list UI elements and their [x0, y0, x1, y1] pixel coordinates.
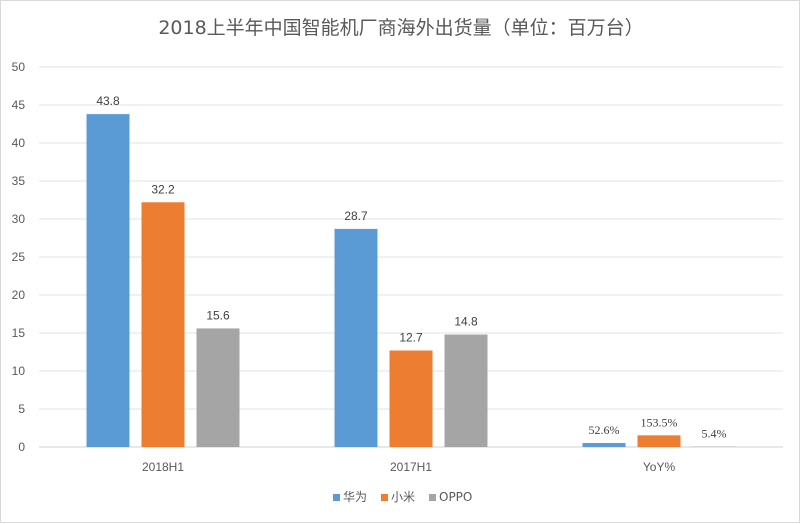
y-tick-label: 0	[18, 440, 25, 454]
bar	[87, 114, 130, 447]
bar	[445, 335, 488, 447]
y-tick-label: 50	[12, 60, 26, 74]
bar	[638, 435, 681, 447]
data-label: 32.2	[151, 182, 175, 196]
y-tick-label: 15	[12, 326, 26, 340]
bars	[87, 114, 736, 447]
data-label: 14.8	[454, 315, 478, 329]
legend-label: 小米	[391, 490, 415, 504]
data-label: 12.7	[399, 330, 423, 344]
x-axis-categories: 2018H1 2017H1 YoY%	[142, 460, 675, 474]
data-label: 28.7	[344, 209, 368, 223]
y-tick-label: 5	[18, 402, 25, 416]
x-category-label: 2017H1	[390, 460, 432, 474]
data-label: 52.6%	[589, 423, 620, 437]
bar	[335, 229, 378, 447]
chart-title: 2018上半年中国智能机厂商海外出货量（单位：百万台）	[158, 17, 643, 39]
data-label: 43.8	[96, 94, 120, 108]
bar	[142, 202, 185, 447]
y-tick-label: 45	[12, 98, 26, 112]
y-tick-label: 20	[12, 288, 26, 302]
y-tick-label: 35	[12, 174, 26, 188]
x-category-label: 2018H1	[142, 460, 184, 474]
data-label: 153.5%	[641, 415, 678, 429]
bar	[583, 443, 626, 447]
legend-label: OPPO	[439, 490, 472, 504]
legend-swatch	[333, 494, 340, 501]
y-tick-label: 25	[12, 250, 26, 264]
y-tick-label: 10	[12, 364, 26, 378]
data-label: 5.4%	[702, 427, 727, 441]
y-axis-ticks: 0 5 10 15 20 25 30 35 40 45 50	[12, 60, 26, 454]
legend: 华为 小米 OPPO	[333, 490, 472, 504]
y-tick-label: 40	[12, 136, 26, 150]
bar	[197, 328, 240, 447]
legend-swatch	[381, 494, 388, 501]
data-label: 15.6	[206, 308, 230, 322]
legend-swatch	[429, 494, 436, 501]
y-tick-label: 30	[12, 212, 26, 226]
bar	[390, 350, 433, 447]
legend-label: 华为	[343, 490, 367, 504]
x-category-label: YoY%	[643, 460, 676, 474]
